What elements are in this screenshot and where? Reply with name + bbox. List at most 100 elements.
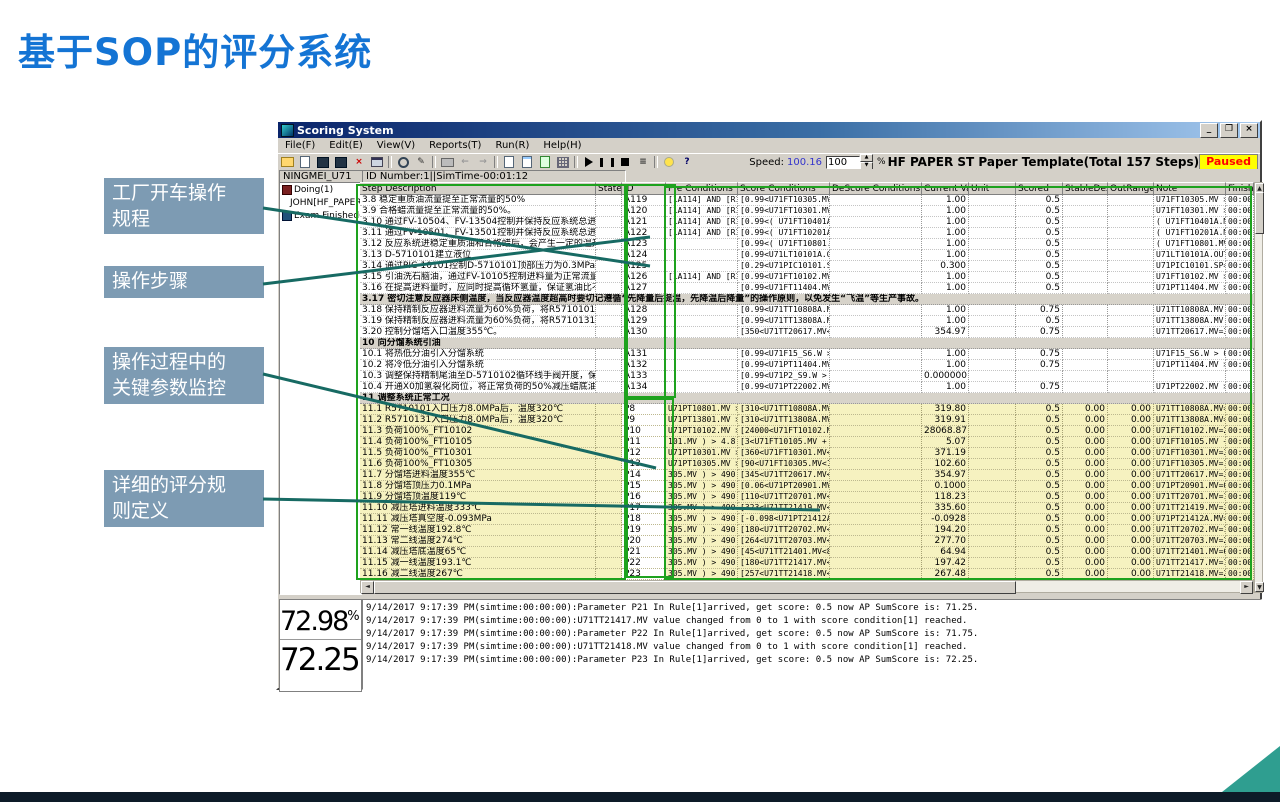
restore-icon[interactable]: ❐: [1220, 123, 1238, 138]
print-icon[interactable]: [439, 155, 455, 169]
play-icon[interactable]: [581, 155, 597, 169]
table-row[interactable]: 11.15 减一线温度193.1℃ P22 305.MV ) > 490 [180<U…: [360, 558, 1254, 569]
tree-item[interactable]: JOHN[HF_PAPER_S: [280, 196, 361, 209]
table-row[interactable]: 11.12 常一线温度192.8℃ P19 305.MV ) > 490 [180<U…: [360, 525, 1254, 536]
vertical-scrollbar[interactable]: ▲ ▼: [1254, 182, 1264, 593]
title-bar[interactable]: Scoring System _ ❐ ×: [278, 122, 1260, 138]
table-row[interactable]: 3.20 控制分馏塔入口温度355℃。 A130 [350<U71TT20617.M…: [360, 327, 1254, 338]
column-header[interactable]: Score Conditions: [738, 182, 830, 195]
minimize-icon[interactable]: _: [1200, 123, 1218, 138]
table-row[interactable]: 3.10 通过FV-10504、FV-13504控制并保持反应系统总进料量为设(…: [360, 217, 1254, 228]
column-header[interactable]: StableDesc: [1063, 182, 1108, 195]
scroll-down-icon[interactable]: ▼: [1255, 582, 1264, 592]
forward-icon[interactable]: →: [479, 157, 487, 167]
spinner-up-icon[interactable]: ▲: [860, 154, 873, 162]
event-log[interactable]: 9/14/2017 9:17:39 PM(simtime:00:00:00):P…: [362, 599, 1262, 690]
pencil-icon[interactable]: ✎: [417, 157, 425, 167]
table-row[interactable]: 11.2 R5710131入口压力8.0MPa后，温度320℃ P9 U71PT13…: [360, 415, 1254, 426]
window-icon[interactable]: [369, 155, 385, 169]
table-row[interactable]: 11.6 负荷100%_FT10305 P13 U71PT10305.MV > [90…: [360, 459, 1254, 470]
warning-row[interactable]: 3.17 密切注意反应器床侧温度，当反应器温度超高时要切记遵循“先降量后提温，先…: [360, 294, 1254, 305]
table-row[interactable]: 11.13 常二线温度274℃ P20 305.MV ) > 490 [264<U71…: [360, 536, 1254, 547]
table-row[interactable]: 11.1 R5710101入口压力8.0MPa后，温度320℃ P8 U71PT10…: [360, 404, 1254, 415]
table-row[interactable]: 3.13 D-5710101建立液位 A124 [0.99<U71LT10101A.…: [360, 250, 1254, 261]
menu-item-edite[interactable]: Edit(E): [329, 140, 363, 151]
column-header[interactable]: OutRangeDe: [1108, 182, 1154, 195]
new-icon[interactable]: [297, 155, 313, 169]
table-row[interactable]: 3.8 稳定重质油流量提至正常流量的50% A119 [1A114] AND [R1…: [360, 195, 1254, 206]
speed-spinner[interactable]: ▲ ▼: [860, 154, 873, 170]
table-row[interactable]: 11.8 分馏塔顶压力0.1MPa P15 305.MV ) > 490 [0.06<…: [360, 481, 1254, 492]
table-row[interactable]: 11.9 分馏塔顶温度119℃ P16 305.MV ) > 490 [110<U71…: [360, 492, 1254, 503]
table-row[interactable]: 11.10 减压塔进料温度333℃ P17 305.MV ) > 490 [323<U…: [360, 503, 1254, 514]
delete-icon[interactable]: ×: [355, 157, 363, 167]
zoom-icon[interactable]: [395, 155, 411, 169]
table-row[interactable]: 11.16 减二线温度267℃ P23 305.MV ) > 490 [257<U71…: [360, 569, 1254, 580]
tree-node-icon: [282, 210, 292, 221]
menu-item-helph[interactable]: Help(H): [543, 140, 582, 151]
pause-icon[interactable]: [599, 155, 615, 169]
column-header[interactable]: Note: [1154, 182, 1226, 195]
column-header[interactable]: ID: [622, 182, 666, 195]
column-header[interactable]: Finished: [1226, 182, 1254, 195]
table-row[interactable]: 3.16 在提高进料量时，应同时提高循环氢量，保证氢油比不低于设 A127 [0.9…: [360, 283, 1254, 294]
scroll-right-icon[interactable]: ►: [1240, 581, 1253, 594]
table-row[interactable]: 3.18 保持精制反应器进料流量为60%负荷，将R5710101的床层温度 A12…: [360, 305, 1254, 316]
cell-state: [596, 283, 622, 294]
paused-badge[interactable]: Paused: [1199, 154, 1258, 170]
column-header[interactable]: State: [596, 182, 622, 195]
save-icon[interactable]: [315, 155, 331, 169]
section-row[interactable]: 11 调整系统正常工况: [360, 393, 1254, 404]
close-icon[interactable]: ×: [1240, 123, 1258, 138]
cell-desc: 11.13 常二线温度274℃: [360, 536, 596, 547]
open-icon[interactable]: [279, 155, 295, 169]
table-row[interactable]: 11.5 负荷100%_FT10301 P12 U71PT10301.MV > [36…: [360, 448, 1254, 459]
menu-item-viewv[interactable]: View(V): [376, 140, 416, 151]
column-header[interactable]: Unit: [969, 182, 1016, 195]
column-header[interactable]: Current Va: [922, 182, 969, 195]
table-row[interactable]: 3.12 反应系统进稳定重质油和合格蜡后，会产生一定的温升。保持 A123 [0.9…: [360, 239, 1254, 250]
stop-icon[interactable]: [617, 155, 633, 169]
bulb-icon[interactable]: [661, 155, 677, 169]
vertical-scroll-thumb[interactable]: [1255, 192, 1264, 234]
table-row[interactable]: 3.9 合格蜡流量提至正常流量的50%。 A120 [1A114] AND [R1[…: [360, 206, 1254, 217]
table-row[interactable]: 11.14 减压塔底温度65℃ P21 305.MV ) > 490 [45<U71T…: [360, 547, 1254, 558]
doc-list-icon[interactable]: [519, 155, 535, 169]
table-row[interactable]: 10.3 调整保持精制尾油至D-5710102循环线手阀开度，保持循环油 A133…: [360, 371, 1254, 382]
table-row[interactable]: 11.11 减压塔真空度-0.093MPa P18 305.MV ) > 490 [-…: [360, 514, 1254, 525]
column-header[interactable]: DeScore Conditions: [830, 182, 922, 195]
table-row[interactable]: 10.4 开通X0加氢裂化岗位，将正常负荷的50%减压蜡底油送至加氢 A134 [0…: [360, 382, 1254, 393]
tree-item[interactable]: Doing(1): [280, 183, 361, 196]
speed-input[interactable]: [826, 155, 860, 169]
horizontal-scroll-thumb[interactable]: [374, 581, 1016, 594]
cell-pre: [666, 250, 738, 261]
column-header[interactable]: Step Description: [360, 182, 596, 195]
cell-scored: 0.5: [1016, 272, 1063, 283]
table-row[interactable]: 11.3 负荷100%_FT10102 P10 U71PT10102.MV > [24…: [360, 426, 1254, 437]
table-row[interactable]: 10.1 将热低分油引入分馏系统 A131 [0.99<U71F15_S6.W > …: [360, 349, 1254, 360]
tree-item[interactable]: Exam Finished(0): [280, 209, 361, 222]
table-row[interactable]: 3.11 通过FV-10501、FV-13501控制并保持反应系统总进料量为设(…: [360, 228, 1254, 239]
save-all-icon[interactable]: [333, 155, 349, 169]
menu-item-runr[interactable]: Run(R): [495, 140, 530, 151]
back-icon[interactable]: ←: [461, 157, 469, 167]
column-header[interactable]: Scored: [1016, 182, 1063, 195]
cell-id: P16: [622, 492, 666, 503]
doc-green-icon[interactable]: [537, 155, 553, 169]
flow-icon[interactable]: [555, 155, 571, 169]
table-row[interactable]: 3.15 引油洗石脑油，通过FV-10105控制进料量为正常流量的50%。 A12…: [360, 272, 1254, 283]
table-row[interactable]: 3.14 通过PIC-10101控制D-5710101顶部压力为0.3MPa A1…: [360, 261, 1254, 272]
scroll-left-icon[interactable]: ◄: [361, 581, 374, 594]
menu-item-filef[interactable]: File(F): [285, 140, 316, 151]
table-row[interactable]: 11.4 负荷100%_FT10105 P11 101.MV ) > 4.8 [3<U…: [360, 437, 1254, 448]
doc-new-icon[interactable]: [501, 155, 517, 169]
steps-icon[interactable]: ≡: [639, 157, 647, 167]
menu-item-reportst[interactable]: Reports(T): [429, 140, 482, 151]
table-row[interactable]: 10.2 将冷低分油引入分馏系统 A132 [0.99<U71PT11404.MV …: [360, 360, 1254, 371]
column-header[interactable]: Pre Conditions: [666, 182, 738, 195]
table-row[interactable]: 11.7 分馏塔进料温度355℃ P14 305.MV ) > 490 [345<U7…: [360, 470, 1254, 481]
help-pointer-icon[interactable]: ?: [684, 157, 690, 167]
horizontal-scrollbar[interactable]: ◄ ►: [360, 580, 1254, 594]
section-row[interactable]: 10 向分馏系统引油: [360, 338, 1254, 349]
table-row[interactable]: 3.19 保持精制反应器进料流量为60%负荷，将R5710131的床层温度 A12…: [360, 316, 1254, 327]
